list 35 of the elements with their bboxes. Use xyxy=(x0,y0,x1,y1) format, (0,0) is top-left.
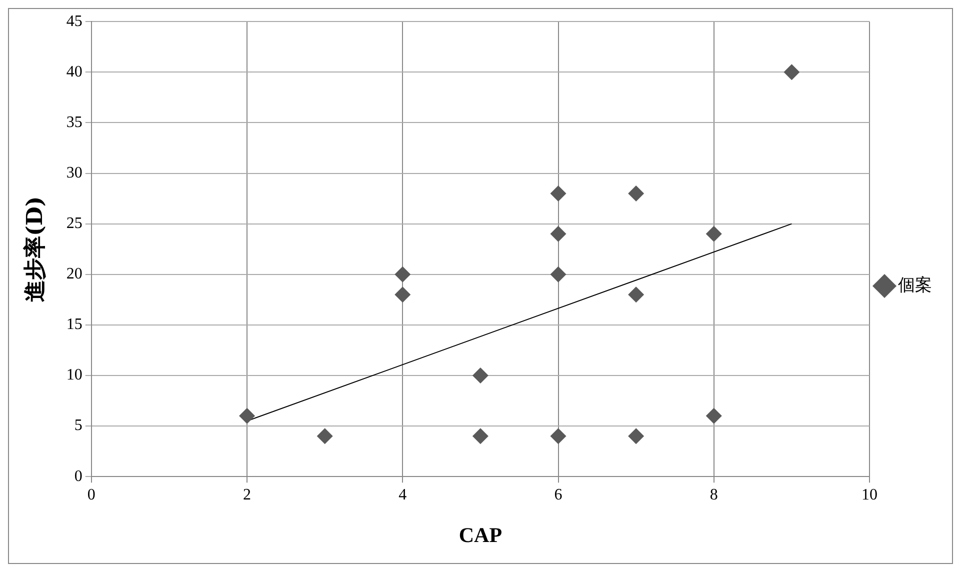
point xyxy=(472,367,488,384)
point xyxy=(784,64,800,80)
y-tick-label: 40 xyxy=(66,63,82,80)
y-tick-label: 30 xyxy=(66,164,82,182)
x-tick-label: 8 xyxy=(710,486,718,504)
point xyxy=(550,226,566,242)
point xyxy=(628,286,644,303)
point xyxy=(628,185,644,202)
legend-label: 個案 xyxy=(898,275,932,296)
y-tick-label: 25 xyxy=(66,215,82,232)
y-tick-label: 45 xyxy=(66,12,82,30)
y-tick-label: 35 xyxy=(66,114,82,131)
point xyxy=(550,266,566,282)
point xyxy=(394,266,411,282)
point xyxy=(239,408,256,424)
point xyxy=(472,428,488,444)
y-tick-label: 5 xyxy=(74,417,82,434)
y-tick-label: 20 xyxy=(66,266,82,283)
y-tick-label: 10 xyxy=(66,366,82,384)
point xyxy=(394,286,411,303)
x-axis-title: CAP xyxy=(458,522,502,547)
x-tick-label: 10 xyxy=(862,486,878,504)
point xyxy=(706,408,722,424)
x-tick-label: 0 xyxy=(87,486,96,504)
point xyxy=(628,428,644,444)
y-tick-label: 15 xyxy=(66,316,82,334)
x-tick-label: 4 xyxy=(398,486,407,504)
y-tick-label: 0 xyxy=(74,468,82,485)
point xyxy=(550,428,566,444)
point xyxy=(316,428,333,444)
point xyxy=(706,226,722,242)
x-tick-label: 2 xyxy=(243,486,252,504)
point xyxy=(550,185,566,202)
y-axis-title: 進步率(D) xyxy=(22,196,48,302)
x-tick-label: 6 xyxy=(554,486,562,504)
